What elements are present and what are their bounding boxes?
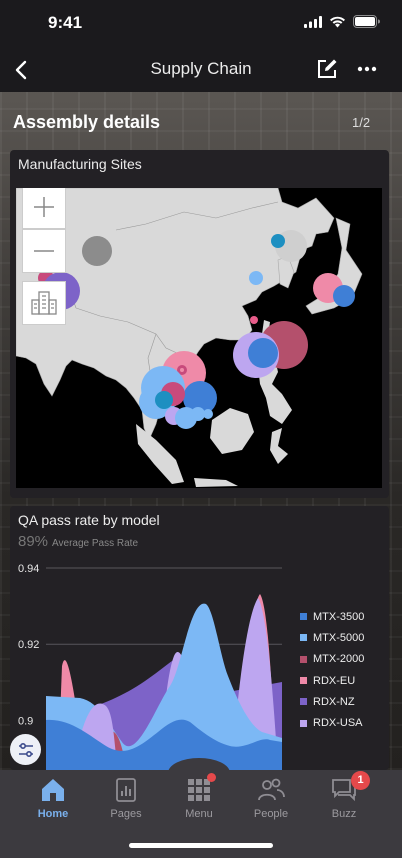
legend-item[interactable]: RDX-EU — [300, 670, 364, 691]
map-card-title: Manufacturing Sites — [18, 156, 142, 172]
menu-notification-dot — [207, 773, 216, 782]
series-area-mtx-3500[interactable] — [46, 719, 282, 770]
kpi-value: 89% — [18, 533, 49, 550]
area-series-group — [46, 594, 282, 770]
pages-icon — [116, 778, 136, 802]
status-icons — [304, 15, 380, 28]
site-bubble[interactable] — [249, 271, 263, 285]
tab-label: Pages — [110, 808, 142, 820]
legend-label: RDX-NZ — [313, 695, 355, 708]
site-bubble[interactable] — [155, 391, 173, 409]
site-bubble[interactable] — [271, 234, 285, 248]
legend-item[interactable]: MTX-2000 — [300, 649, 364, 670]
signal-icon — [304, 15, 322, 28]
legend-swatch — [300, 677, 307, 685]
site-bubble[interactable] — [180, 368, 184, 372]
home-icon — [42, 779, 64, 801]
status-bar: 9:41 — [0, 0, 402, 46]
site-bubble[interactable] — [82, 236, 112, 266]
tab-menu[interactable]: Menu — [167, 776, 231, 820]
y-tick-label: 0.9 — [18, 715, 33, 727]
tab-label: Home — [37, 808, 69, 820]
site-bubble[interactable] — [250, 316, 258, 324]
plus-icon — [34, 197, 54, 217]
site-bubble[interactable] — [248, 338, 278, 368]
land-sumatra — [136, 424, 184, 484]
more-options-icon[interactable] — [354, 56, 380, 82]
kpi-label: Average Pass Rate — [52, 538, 139, 549]
sites-layer-button[interactable] — [22, 281, 66, 325]
tab-home[interactable]: Home — [21, 776, 85, 820]
tab-label: People — [253, 808, 289, 820]
site-bubble[interactable] — [191, 407, 205, 421]
tab-label: Menu — [185, 808, 213, 820]
legend-item[interactable]: RDX-NZ — [300, 691, 364, 712]
buzz-badge: 1 — [351, 771, 370, 790]
minus-icon — [34, 250, 54, 252]
legend-item[interactable]: MTX-5000 — [300, 627, 364, 648]
map-canvas — [16, 188, 363, 487]
site-bubble[interactable] — [333, 285, 355, 307]
edit-icon[interactable] — [314, 56, 340, 82]
legend-label: MTX-2000 — [313, 653, 365, 666]
legend-item[interactable]: RDX-USA — [300, 712, 364, 733]
chart-card-title: QA pass rate by model — [18, 512, 160, 528]
legend-swatch — [300, 634, 307, 642]
legend-swatch — [300, 719, 307, 727]
chart-legend: MTX-3500 MTX-5000 MTX-2000 RDX-EU RDX-NZ RDX-… — [300, 606, 364, 734]
site-bubble[interactable] — [183, 381, 217, 415]
site-bubble[interactable] — [203, 409, 213, 419]
tab-people[interactable]: People — [239, 776, 303, 820]
kpi-summary: 89% Average Pass Rate — [18, 533, 138, 550]
back-chevron-icon[interactable] — [8, 56, 36, 84]
legend-label: RDX-USA — [313, 717, 363, 730]
navigation-bar: Supply Chain — [0, 46, 402, 92]
page-title: Supply Chain — [150, 59, 252, 78]
y-tick-label: 0.94 — [18, 563, 39, 575]
tab-buzz[interactable]: Buzz — [312, 776, 376, 820]
land-borneo — [210, 408, 254, 454]
legend-swatch — [300, 698, 307, 706]
home-indicator — [129, 843, 273, 848]
legend-label: MTX-3500 — [313, 610, 365, 623]
legend-swatch — [300, 613, 307, 621]
zoom-out-button[interactable] — [22, 229, 66, 273]
building-icon — [31, 291, 57, 315]
menu-grid-icon — [188, 779, 210, 801]
people-icon — [258, 778, 285, 801]
sites-map[interactable] — [16, 188, 382, 488]
qa-area-chart[interactable]: 0.94 0.92 0.9 — [10, 506, 389, 770]
legend-swatch — [300, 655, 307, 663]
y-tick-label: 0.92 — [18, 639, 39, 651]
section-title: Assembly details — [13, 112, 161, 132]
legend-item[interactable]: MTX-3500 — [300, 606, 364, 627]
manufacturing-sites-card: Manufacturing Sites — [10, 150, 389, 498]
page-indicator: 1/2 — [352, 115, 371, 130]
wifi-icon — [330, 16, 345, 27]
status-time: 9:41 — [48, 13, 83, 32]
filter-sliders-icon — [18, 742, 33, 757]
land-sulawesi — [270, 428, 288, 464]
filter-button[interactable] — [10, 734, 41, 765]
tab-label: Buzz — [331, 808, 357, 820]
site-bubbles — [38, 230, 355, 429]
legend-label: RDX-EU — [313, 674, 356, 687]
legend-label: MTX-5000 — [313, 631, 365, 644]
battery-icon — [353, 15, 380, 28]
zoom-in-button[interactable] — [22, 188, 66, 229]
buzz-icon — [332, 779, 356, 802]
qa-pass-rate-card: QA pass rate by model 89% Average Pass Ra… — [10, 506, 389, 770]
land-java — [194, 478, 238, 487]
tab-pages[interactable]: Pages — [94, 776, 158, 820]
